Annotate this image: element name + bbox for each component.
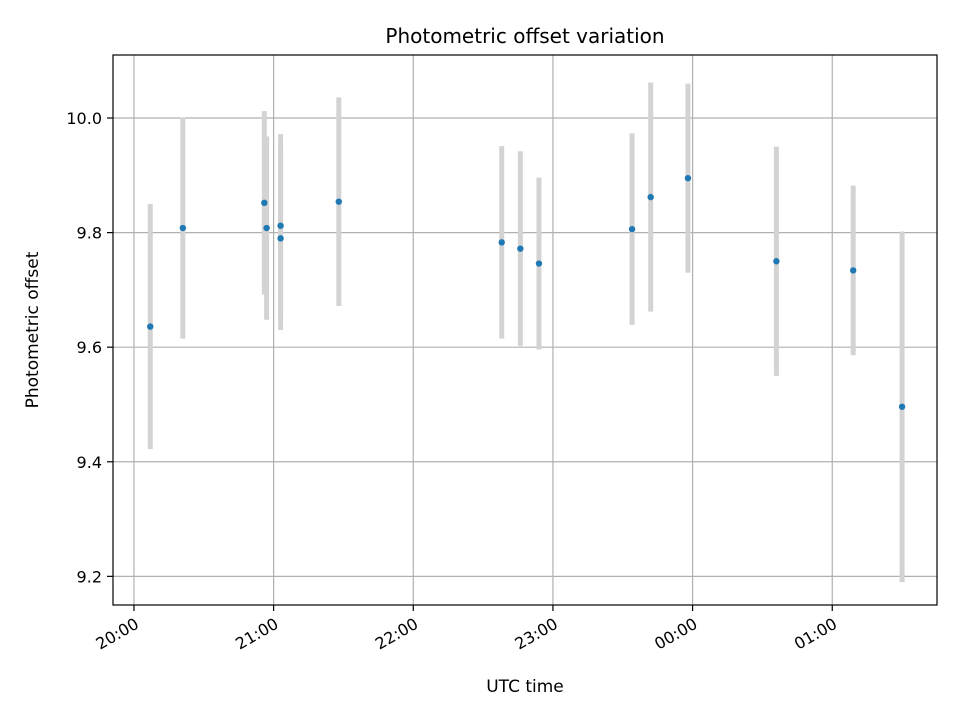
y-axis-label: Photometric offset: [23, 251, 43, 408]
data-point: [535, 260, 543, 267]
data-point: [335, 198, 342, 205]
data-points: [147, 174, 906, 410]
x-axis-label: UTC time: [486, 677, 564, 697]
data-point: [263, 224, 270, 232]
y-tick-label: 9.8: [77, 224, 102, 243]
data-point: [898, 403, 906, 410]
data-point: [277, 235, 284, 242]
data-point: [850, 267, 857, 274]
data-point: [498, 239, 505, 246]
y-tick-label: 9.4: [77, 453, 102, 472]
data-point: [773, 258, 780, 265]
data-point: [647, 193, 654, 201]
y-tick-label: 10.0: [66, 109, 102, 128]
data-point: [179, 224, 187, 232]
plot-frame: [112, 54, 938, 606]
y-axis-ticks: 9.2 9.4 9.6 9.8 10.0: [66, 109, 113, 586]
data-point: [261, 199, 268, 207]
y-tick-label: 9.2: [77, 567, 102, 586]
data-point: [277, 222, 284, 229]
data-point: [684, 174, 692, 182]
grid: [113, 55, 937, 605]
chart-title: Photometric offset variation: [385, 24, 664, 48]
data-point: [517, 245, 524, 252]
data-point: [147, 323, 154, 330]
data-point: [628, 225, 636, 233]
y-tick-label: 9.6: [77, 338, 102, 357]
